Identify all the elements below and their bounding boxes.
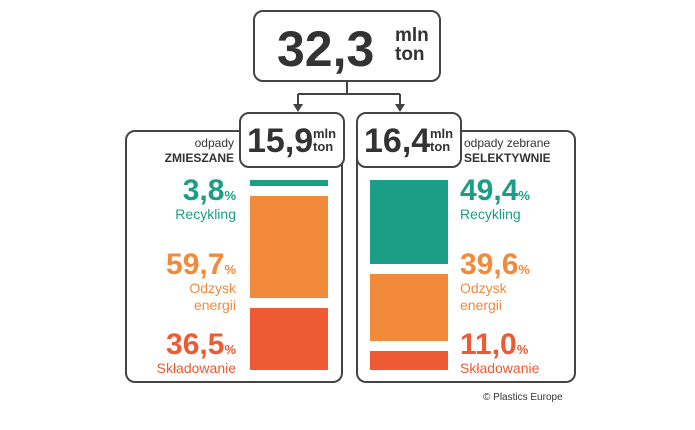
chart-unit: mln ton [313, 127, 336, 153]
value-unit: % [224, 342, 236, 357]
chart-unit: mln ton [430, 127, 453, 153]
segment-label: 36,5% Składowanie [126, 330, 236, 378]
unit-line: mln [430, 126, 454, 141]
value-unit: % [224, 188, 236, 203]
category-label: Odzysk energii [189, 280, 236, 313]
chart-total: 16,4 [364, 122, 431, 160]
value-number: 11,0 [460, 328, 517, 361]
segment-label: 11,0% Składowanie [460, 330, 570, 378]
total-value: 32,3 [277, 21, 375, 77]
chart-title: odpady ZMIESZANE [134, 136, 234, 166]
total-unit: mln ton [395, 26, 429, 64]
value-number: 49,4 [460, 174, 519, 207]
arrow-head [293, 104, 405, 112]
bar-segment [370, 351, 448, 370]
bar-segment [250, 196, 328, 298]
value-number: 3,8 [182, 174, 225, 207]
bar-segment [370, 180, 448, 264]
category-label: Odzysk energii [460, 280, 507, 313]
unit-line: ton [313, 139, 334, 154]
segment-label: 3,8% Recykling [126, 176, 236, 224]
bar-segment [250, 307, 328, 370]
unit-line: mln [395, 25, 429, 46]
value-unit: % [224, 262, 236, 277]
value-label: 59,7% [126, 250, 236, 280]
category-label: Składowanie [156, 360, 236, 376]
source: © Plastics Europe [483, 392, 563, 403]
value-unit: % [516, 342, 529, 357]
value-unit: % [518, 262, 530, 277]
title-line: ZMIESZANE [164, 151, 234, 165]
value-label: 39,6% [460, 250, 570, 280]
value-label: 49,4% [460, 176, 570, 206]
unit-line: ton [395, 44, 425, 65]
category-label: Recykling [460, 206, 521, 222]
connector [297, 82, 401, 108]
value-number: 39,6 [460, 248, 519, 281]
bar-segment [250, 180, 328, 187]
total-box: 32,3 mln ton [253, 10, 441, 82]
chart-total: 15,9 [247, 122, 314, 160]
value-label: 36,5% [126, 330, 236, 360]
title-line: odpady [194, 136, 234, 150]
value-number: 36,5 [166, 328, 225, 361]
total-box: 15,9 mln ton [239, 112, 345, 168]
title-line: SELEKTYWNIE [464, 151, 551, 165]
segment-label: 49,4% Recykling [460, 176, 570, 224]
total-box: 16,4 mln ton [356, 112, 462, 168]
value-label: 3,8% [126, 176, 236, 206]
unit-line: ton [430, 139, 451, 154]
title-line: odpady zebrane [464, 136, 551, 150]
unit-line: mln [313, 126, 337, 141]
value-number: 59,7 [166, 248, 225, 281]
segment-label: 59,7% Odzysk energii [126, 250, 236, 315]
value-label: 11,0% [460, 330, 570, 360]
category-label: Składowanie [460, 360, 540, 376]
category-label: Recykling [175, 206, 236, 222]
segment-label: 39,6% Odzysk energii [460, 250, 570, 315]
value-unit: % [518, 188, 530, 203]
bar-segment [370, 273, 448, 342]
chart-title: odpady zebrane SELEKTYWNIE [464, 136, 574, 166]
